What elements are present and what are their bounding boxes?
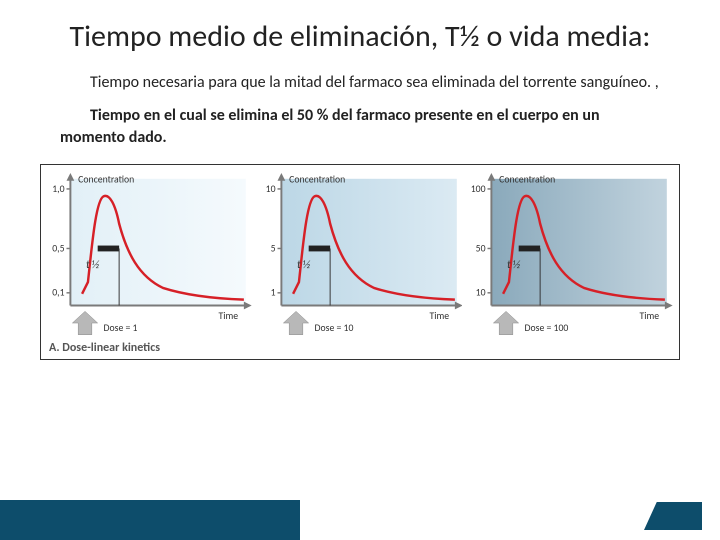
ytick-label: 50 — [476, 243, 486, 255]
para2-text: Tiempo en el cual se elimina el 50 % del… — [60, 106, 600, 147]
ytick-label: 10 — [265, 183, 275, 195]
y-axis-label: Concentration — [289, 174, 345, 186]
dose-arrow-icon — [72, 312, 97, 335]
charts-row: 1,0 0,5 0,1 Concentration Time t ½ Dose = … — [47, 171, 673, 337]
half-label: t ½ — [86, 258, 100, 271]
dose-arrow-icon — [283, 312, 308, 335]
charts-container: 1,0 0,5 0,1 Concentration Time t ½ Dose = … — [40, 164, 680, 360]
chart-panel-1: 10 5 1 Concentration Time t ½ Dose = 10 — [258, 171, 463, 337]
chart-panel-0: 1,0 0,5 0,1 Concentration Time t ½ Dose = … — [47, 171, 252, 337]
dose-label: Dose = 10 — [314, 322, 353, 334]
half-marker — [519, 246, 540, 252]
y-axis-label: Concentration — [500, 174, 556, 186]
ytick-label: 5 — [270, 243, 275, 255]
x-axis-label: Time — [640, 310, 660, 322]
figure-caption: A. Dose-linear kinetics — [47, 337, 673, 357]
dose-label: Dose = 100 — [525, 322, 569, 334]
ytick-label: 10 — [476, 287, 486, 299]
para1-text: Tiempo necesaria para que la mitad del f… — [90, 73, 659, 92]
ytick-label: 1 — [270, 287, 275, 299]
half-label: t ½ — [507, 258, 521, 271]
x-axis-label: Time — [429, 310, 449, 322]
ytick-label: 0,5 — [52, 243, 64, 255]
chart-panel-2: 100 50 10 Concentration Time t ½ Dose = 10… — [468, 171, 673, 337]
dose-label: Dose = 1 — [104, 322, 138, 334]
logo-shape — [644, 502, 702, 530]
paragraph-2: Tiempo en el cual se elimina el 50 % del… — [0, 97, 720, 152]
y-arrowhead — [277, 173, 285, 181]
paragraph-1: Tiempo necesaria para que la mitad del f… — [0, 64, 720, 98]
y-arrowhead — [67, 173, 75, 181]
half-label: t ½ — [297, 258, 311, 271]
x-arrowhead — [244, 302, 252, 310]
chart-svg-2: 100 50 10 Concentration Time t ½ Dose = 10… — [468, 171, 673, 337]
y-axis-label: Concentration — [78, 174, 134, 186]
y-arrowhead — [488, 173, 496, 181]
half-marker — [308, 246, 329, 252]
x-arrowhead — [665, 302, 673, 310]
ytick-label: 1,0 — [52, 183, 64, 195]
dose-arrow-icon — [494, 312, 519, 335]
half-marker — [98, 246, 119, 252]
page-title: Tiempo medio de eliminación, T½ o vida m… — [0, 0, 720, 64]
chart-svg-1: 10 5 1 Concentration Time t ½ Dose = 10 — [258, 171, 463, 337]
ytick-label: 0,1 — [52, 287, 64, 299]
ytick-label: 100 — [471, 183, 486, 195]
chart-svg-0: 1,0 0,5 0,1 Concentration Time t ½ Dose = … — [47, 171, 252, 337]
footer-bar — [0, 500, 300, 540]
footer-logo — [644, 502, 702, 530]
x-axis-label: Time — [219, 310, 239, 322]
x-arrowhead — [455, 302, 463, 310]
